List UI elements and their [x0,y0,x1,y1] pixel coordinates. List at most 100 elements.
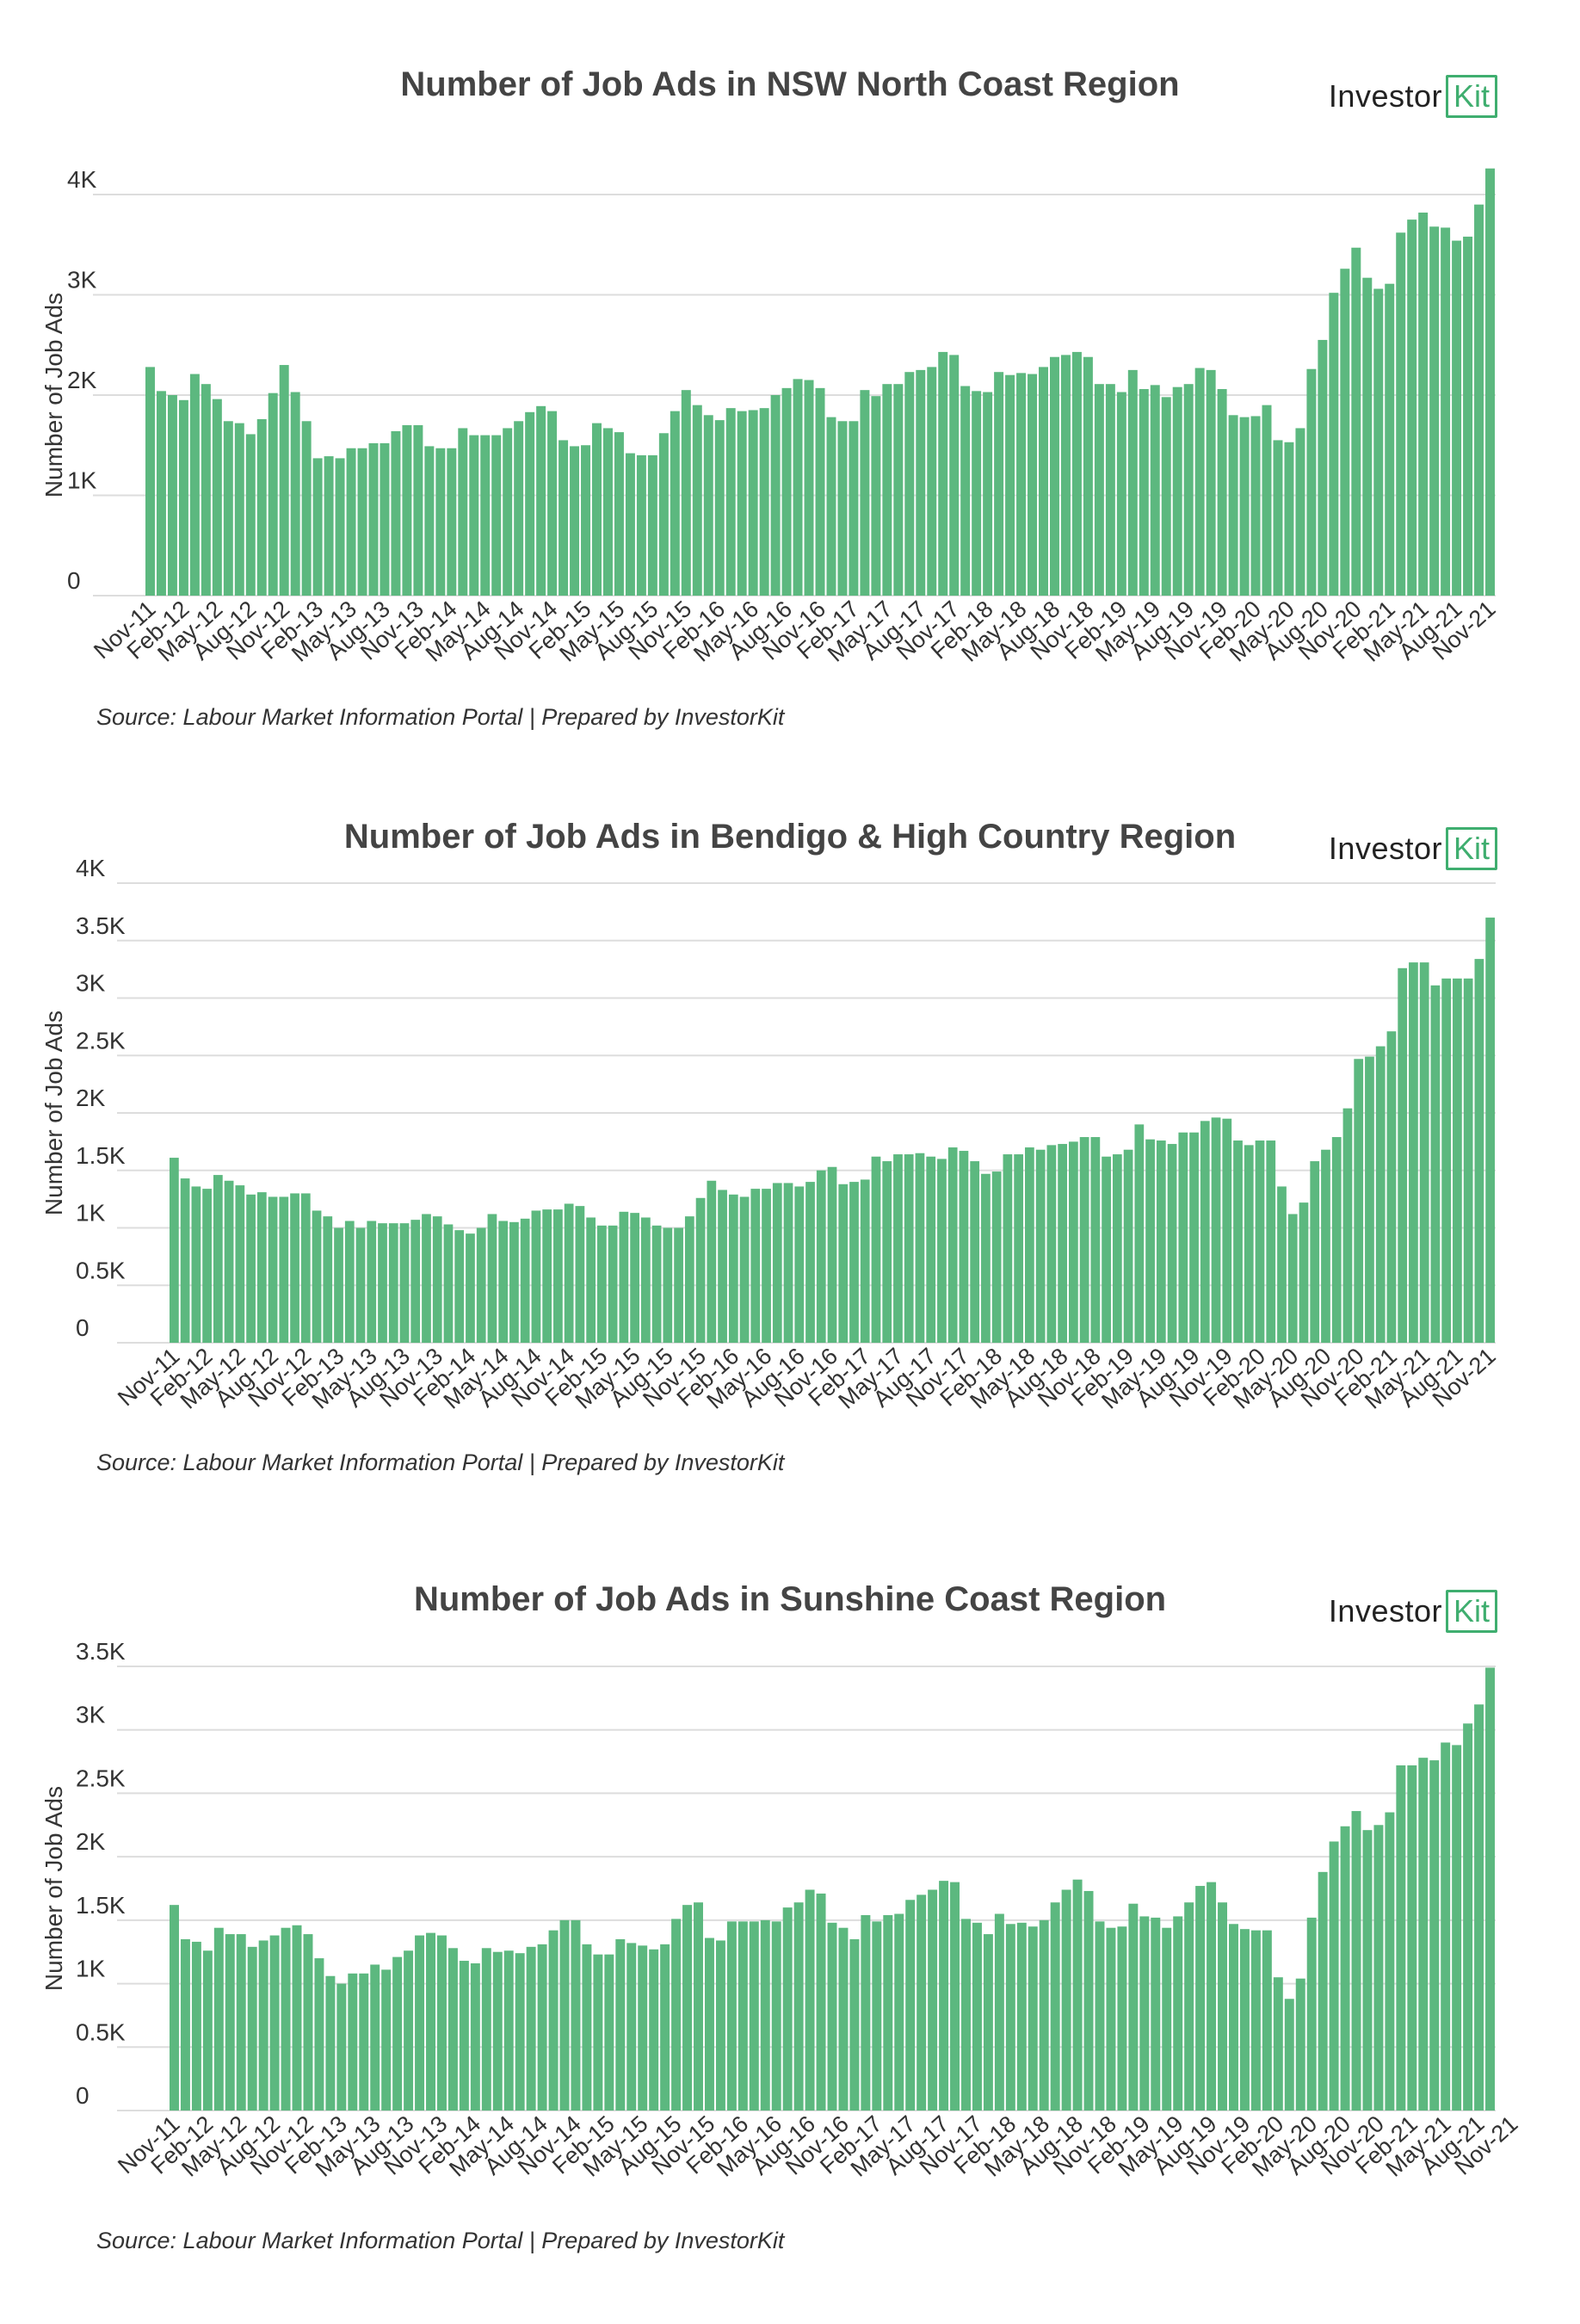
bar [344,1221,355,1343]
bar [749,1921,759,2111]
bar [1005,374,1015,596]
bar [1255,1140,1265,1343]
investorkit-logo-1: Investor Kit [1329,71,1497,122]
bar [1162,1927,1172,2111]
bar [201,384,211,596]
bar [586,1217,596,1343]
bar [1409,962,1418,1343]
bar [537,1944,547,2111]
bar [582,1944,592,2111]
bar [1418,1758,1429,2111]
bar [1474,204,1484,596]
bar [290,392,300,596]
bar [626,1943,637,2111]
bar [1183,384,1194,596]
bar [1206,369,1216,596]
y-tick-label: 1.5K [76,1142,126,1169]
bar [1266,1140,1276,1343]
bar [202,1950,213,2111]
bar [916,369,926,596]
y-tick-label: 3K [76,1702,106,1728]
bar [961,1919,971,2111]
bar [559,1919,570,2111]
bar [1386,1031,1397,1343]
bar [927,367,937,596]
bar [1452,1745,1462,2111]
bar [1373,1825,1384,2111]
bar [860,1179,870,1343]
bar [202,1189,212,1343]
bar [849,421,859,596]
bar [245,434,256,596]
y-tick-label: 4K [76,855,106,881]
bar [548,1930,559,2111]
bar [827,1166,837,1343]
bar [301,421,312,596]
bar [1244,1145,1254,1343]
bar [608,1225,618,1343]
bar [592,423,602,596]
bar [236,1934,246,2111]
bar [314,1958,324,2111]
bar [638,1945,648,2111]
bar [739,1196,750,1343]
bar [1161,397,1171,596]
bar [268,1196,278,1343]
bar [838,1184,849,1343]
bar [1441,227,1451,596]
y-tick-label: 3K [67,267,97,294]
bar [947,1147,958,1343]
bar [213,1175,223,1343]
bar [1273,1977,1283,2111]
bar [1095,1921,1105,2111]
y-tick-label: 2.5K [76,1027,126,1054]
bar [715,1940,725,2111]
bar [399,1223,410,1343]
bar [1172,386,1182,596]
bar [1351,1811,1361,2111]
chart-title-3: Number of Job Ads in Sunshine Coast Regi… [413,1580,1167,1618]
bar [1156,1140,1166,1343]
bar [726,1921,737,2111]
bar [335,458,345,596]
bar [1105,384,1115,596]
bar [738,1921,748,2111]
bar [1398,967,1408,1343]
bar [559,440,569,596]
bar [1474,959,1484,1343]
bar [794,1186,805,1343]
y-tick-label: 3.5K [76,1638,126,1665]
bar [531,1210,541,1343]
investorkit-logo-2: Investor Kit [1329,823,1497,875]
bar [1354,1059,1364,1343]
bar [670,411,680,596]
bar [234,423,244,596]
bar [1239,1929,1250,2111]
bar [960,386,971,596]
bar [1094,384,1104,596]
bar [1071,351,1082,596]
bar [1373,288,1384,596]
bar [674,1227,683,1343]
bar [1419,962,1429,1343]
y-axis-title: Number of Job Ads [40,1786,67,1991]
bar [359,1973,369,2111]
bar [357,448,367,596]
bar [647,454,657,596]
bar [191,1941,201,2111]
bar [256,418,267,596]
bar [781,387,792,596]
bar [256,1192,267,1343]
bar [804,380,814,596]
bar [503,1950,514,2111]
bar [928,1889,938,2111]
bar [1050,1902,1060,2111]
bar [1362,1830,1373,2111]
bar [498,1221,509,1343]
bar [1083,356,1093,596]
bar [515,1953,525,2111]
y-tick-label: 1K [76,1200,106,1227]
bar [1112,1154,1122,1343]
bar [1299,1202,1309,1343]
bar [547,411,558,596]
